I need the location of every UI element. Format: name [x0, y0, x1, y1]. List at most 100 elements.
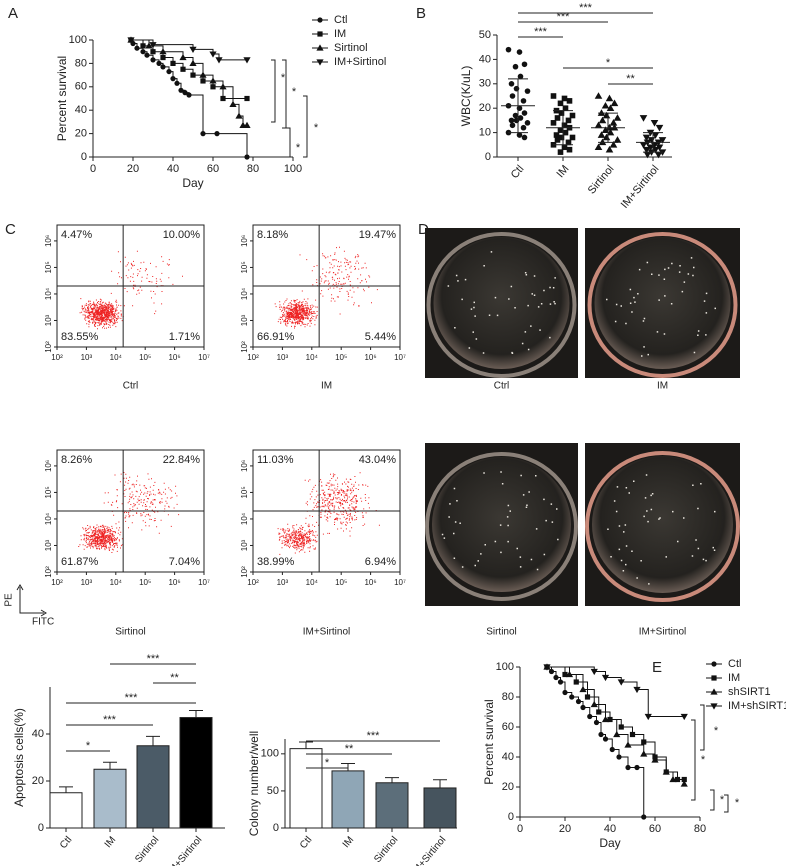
- sig-bracket: [710, 789, 715, 811]
- dish-rim: [587, 232, 738, 378]
- y-tick-label: 10⁵: [44, 486, 53, 498]
- bar: [423, 787, 457, 829]
- quadrant-label: 19.47%: [359, 229, 397, 241]
- x-tick-label: Sirtinol: [133, 835, 161, 865]
- marker: [597, 131, 606, 138]
- axis-name: FITC: [32, 617, 54, 628]
- x-tick-label: Sirtinol: [372, 835, 400, 865]
- panel-letter: A: [8, 5, 18, 22]
- sig-label: ***: [147, 653, 161, 665]
- x-tick-label: Ctl: [509, 163, 527, 181]
- legend-label: IM+Sirtinol: [334, 56, 386, 68]
- marker: [553, 132, 560, 138]
- marker: [680, 713, 688, 721]
- survival-curve: [547, 666, 645, 817]
- y-tick-label: 10⁴: [44, 512, 53, 525]
- marker: [561, 95, 568, 102]
- y-tick-label: 0: [81, 151, 87, 163]
- marker: [150, 49, 156, 55]
- y-tick-label: 20: [32, 775, 44, 787]
- y-tick-label: 10⁵: [44, 261, 53, 273]
- marker: [550, 93, 557, 99]
- x-tick-label: 10⁶: [364, 353, 376, 362]
- survival-curve: [131, 39, 247, 126]
- error-bar: [146, 735, 160, 746]
- marker: [617, 679, 625, 686]
- marker: [317, 31, 323, 37]
- sig-label: *: [735, 797, 740, 809]
- y-tick-label: 10²: [240, 566, 249, 578]
- y-tick-label: 50: [267, 785, 279, 797]
- marker: [214, 131, 220, 137]
- y-tick-label: 10⁶: [240, 460, 249, 472]
- x-tick-label: 10⁶: [364, 578, 376, 587]
- error-bar: [103, 761, 117, 770]
- marker: [160, 54, 166, 61]
- marker: [557, 100, 564, 107]
- sig-label: *: [292, 86, 297, 98]
- x-tick-label: 10³: [277, 353, 289, 362]
- quadrant-label: 38.99%: [257, 556, 295, 568]
- y-axis-label: Percent survival: [482, 699, 496, 784]
- panel-letter: B: [416, 5, 426, 22]
- sig-label: *: [296, 142, 301, 154]
- marker: [711, 675, 717, 681]
- y-tick-label: 10: [479, 127, 491, 139]
- sig-label: **: [345, 743, 354, 755]
- x-tick-label: 10²: [51, 578, 63, 587]
- sig-label: *: [86, 740, 91, 752]
- error-bar: [299, 741, 313, 749]
- legend-label: Ctl: [728, 658, 741, 670]
- x-tick-label: 10³: [277, 578, 289, 587]
- marker: [569, 112, 576, 119]
- marker: [640, 750, 648, 757]
- y-tick-label: 10⁶: [44, 235, 53, 247]
- marker: [642, 134, 651, 142]
- y-tick-label: 40: [479, 53, 491, 65]
- marker: [189, 59, 197, 66]
- survival-curve: [547, 666, 685, 784]
- x-tick-label: 10⁷: [198, 353, 210, 362]
- marker: [651, 146, 660, 154]
- y-tick-label: 80: [75, 57, 87, 69]
- marker: [512, 63, 519, 70]
- x-tick-label: IM+Sirtinol: [165, 835, 204, 866]
- y-tick-label: 0: [485, 151, 491, 163]
- marker: [170, 60, 176, 66]
- marker: [517, 73, 524, 80]
- plate-label: IM: [657, 381, 668, 392]
- quadrant-label: 11.03%: [257, 454, 294, 466]
- marker: [150, 57, 156, 63]
- marker: [189, 46, 197, 53]
- legend-label: shSIRT1: [728, 686, 771, 698]
- panel-letter: C: [5, 221, 16, 238]
- y-tick-label: 10³: [240, 314, 249, 326]
- marker: [243, 57, 251, 64]
- bar: [375, 782, 409, 829]
- marker: [618, 724, 624, 730]
- y-tick-label: 10⁶: [44, 460, 53, 472]
- y-tick-label: 100: [261, 748, 279, 760]
- y-tick-label: 10²: [240, 341, 249, 353]
- quadrant-label: 66.91%: [257, 331, 295, 343]
- y-tick-label: 10⁴: [44, 287, 53, 300]
- x-tick-label: 10⁷: [198, 578, 210, 587]
- y-tick-label: 100: [69, 34, 87, 46]
- y-tick-label: 10⁶: [240, 235, 249, 247]
- marker: [609, 746, 615, 753]
- y-tick-label: 20: [479, 102, 491, 114]
- marker: [512, 112, 519, 119]
- marker: [601, 674, 610, 682]
- dish: [592, 456, 733, 593]
- quadrant-label: 4.47%: [61, 229, 92, 241]
- x-tick-label: 0: [90, 163, 96, 175]
- marker: [710, 703, 718, 710]
- y-tick-label: 10⁴: [240, 512, 249, 525]
- marker: [594, 143, 603, 151]
- marker: [602, 736, 609, 742]
- marker: [243, 121, 251, 129]
- marker: [199, 71, 207, 78]
- sig-label: ***: [367, 730, 381, 742]
- x-tick-label: 20: [127, 163, 139, 175]
- marker: [244, 154, 250, 160]
